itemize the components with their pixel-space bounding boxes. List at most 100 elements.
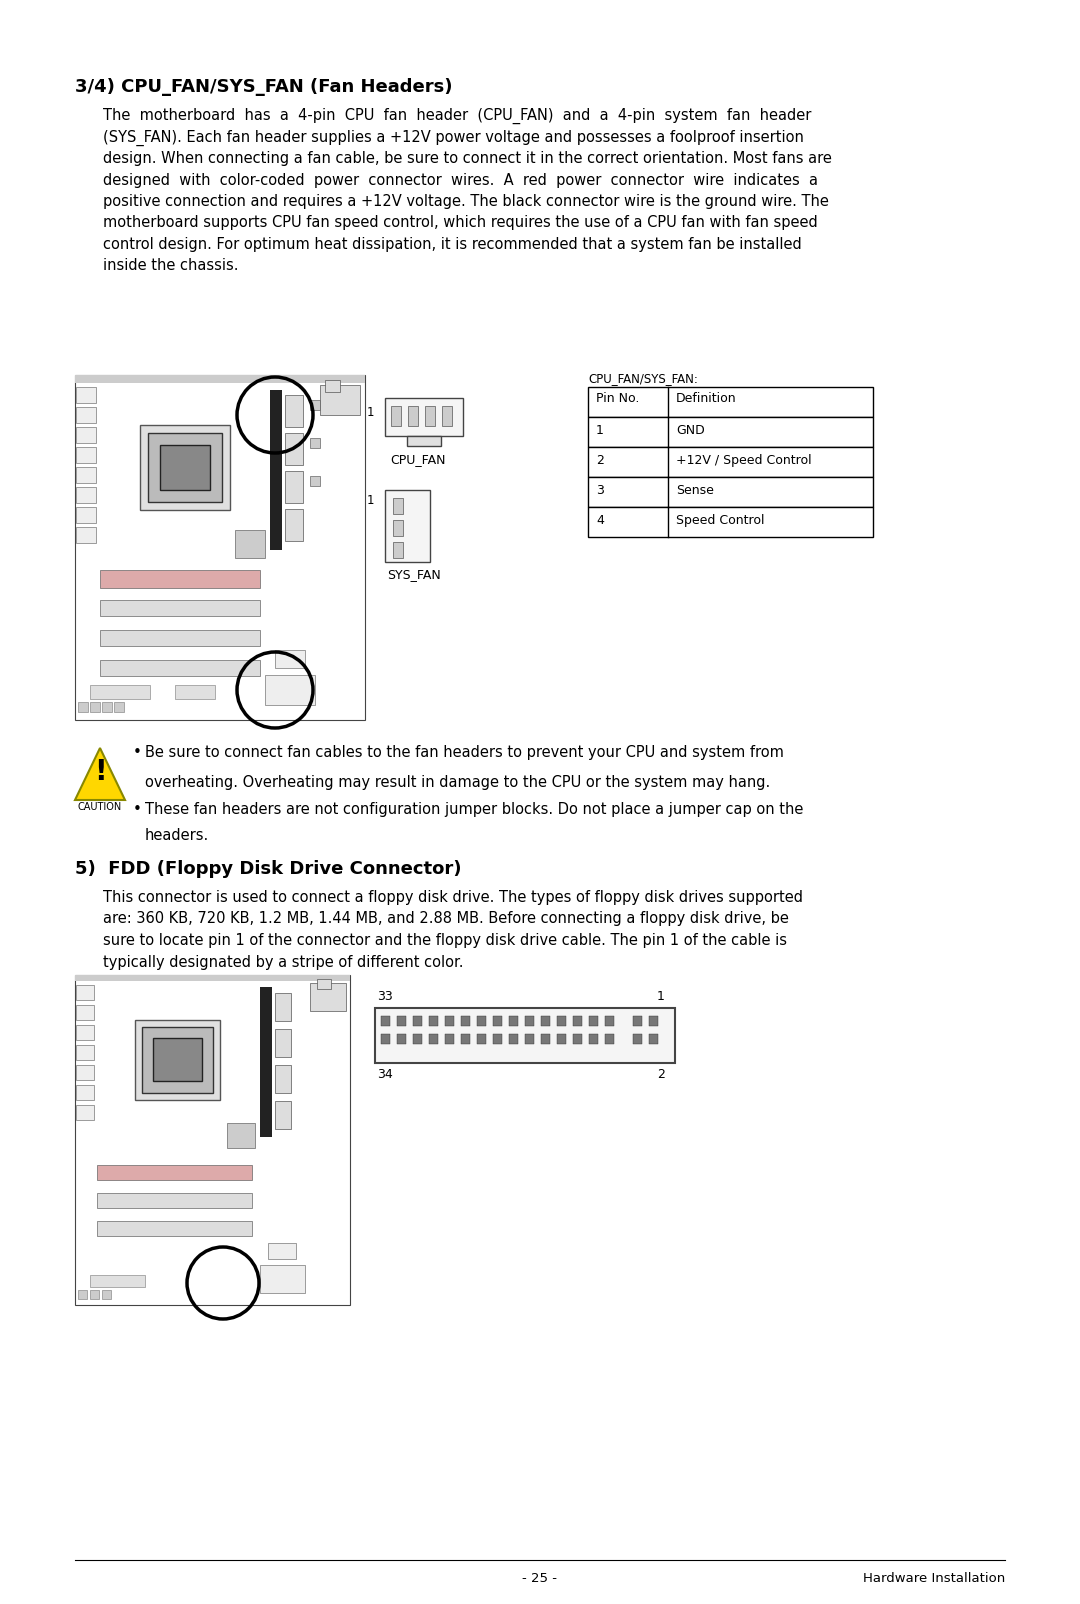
Bar xyxy=(477,1015,486,1027)
Bar xyxy=(509,1035,518,1044)
Bar xyxy=(429,1015,438,1027)
Bar xyxy=(285,472,303,504)
Text: This connector is used to connect a floppy disk drive. The types of floppy disk : This connector is used to connect a flop… xyxy=(103,890,804,905)
Bar xyxy=(318,978,330,990)
Bar xyxy=(381,1035,390,1044)
Bar xyxy=(270,390,282,550)
Bar xyxy=(285,395,303,427)
Bar xyxy=(557,1035,566,1044)
Polygon shape xyxy=(75,747,125,800)
Bar xyxy=(90,685,150,699)
Text: 1: 1 xyxy=(596,423,604,436)
Bar xyxy=(76,1065,94,1079)
Bar xyxy=(76,507,96,523)
Bar xyxy=(97,1221,252,1237)
Bar xyxy=(78,1290,87,1299)
Bar xyxy=(100,630,260,646)
Bar xyxy=(90,1290,99,1299)
Bar xyxy=(477,1035,486,1044)
Bar xyxy=(375,1007,675,1063)
Text: - 25 -: - 25 - xyxy=(523,1572,557,1585)
Bar xyxy=(393,542,403,558)
Text: overheating. Overheating may result in damage to the CPU or the system may hang.: overheating. Overheating may result in d… xyxy=(145,775,770,789)
Bar xyxy=(76,1105,94,1120)
Text: designed  with  color-coded  power  connector  wires.  A  red  power  connector : designed with color-coded power connecto… xyxy=(103,173,818,188)
Bar xyxy=(76,467,96,483)
Bar xyxy=(557,1015,566,1027)
Text: 3: 3 xyxy=(596,484,604,497)
Bar xyxy=(76,1044,94,1060)
Bar xyxy=(407,436,441,446)
Bar xyxy=(649,1035,658,1044)
Text: headers.: headers. xyxy=(145,828,210,842)
Bar xyxy=(393,520,403,536)
Bar xyxy=(102,703,112,712)
Bar xyxy=(76,1025,94,1039)
Text: Speed Control: Speed Control xyxy=(676,513,765,528)
Bar xyxy=(102,1290,111,1299)
Bar xyxy=(391,406,401,427)
Text: typically designated by a stripe of different color.: typically designated by a stripe of diff… xyxy=(103,954,463,969)
Text: SYS_FAN: SYS_FAN xyxy=(387,568,441,581)
Bar xyxy=(260,1266,305,1293)
Bar xyxy=(268,1243,296,1259)
Bar xyxy=(76,427,96,443)
Text: motherboard supports CPU fan speed control, which requires the use of a CPU fan : motherboard supports CPU fan speed contr… xyxy=(103,215,818,231)
Bar xyxy=(76,1084,94,1100)
Bar xyxy=(76,528,96,544)
Text: GND: GND xyxy=(676,423,705,436)
Bar xyxy=(588,476,873,507)
Bar xyxy=(235,529,265,558)
Bar xyxy=(76,448,96,464)
Bar xyxy=(76,1006,94,1020)
Text: The  motherboard  has  a  4-pin  CPU  fan  header  (CPU_FAN)  and  a  4-pin  sys: The motherboard has a 4-pin CPU fan head… xyxy=(103,107,811,124)
Bar xyxy=(381,1015,390,1027)
Bar xyxy=(397,1035,406,1044)
Bar xyxy=(541,1035,550,1044)
Bar xyxy=(310,983,346,1011)
Bar xyxy=(384,489,430,561)
Text: Be sure to connect fan cables to the fan headers to prevent your CPU and system : Be sure to connect fan cables to the fan… xyxy=(145,744,784,760)
Bar xyxy=(75,975,350,1306)
Bar xyxy=(525,1015,534,1027)
Bar xyxy=(97,1165,252,1181)
Bar xyxy=(90,1275,145,1286)
Bar xyxy=(461,1015,470,1027)
Bar xyxy=(100,600,260,616)
Bar xyxy=(285,508,303,541)
Bar xyxy=(442,406,453,427)
Bar xyxy=(633,1015,642,1027)
Bar xyxy=(75,375,365,720)
Bar xyxy=(426,406,435,427)
Bar xyxy=(573,1035,582,1044)
Text: CPU_FAN: CPU_FAN xyxy=(390,452,446,467)
Bar xyxy=(320,385,360,415)
Bar xyxy=(588,507,873,537)
Bar xyxy=(397,1015,406,1027)
Text: 34: 34 xyxy=(377,1068,393,1081)
Bar xyxy=(175,685,215,699)
Text: sure to locate pin 1 of the connector and the floppy disk drive cable. The pin 1: sure to locate pin 1 of the connector an… xyxy=(103,934,787,948)
Bar xyxy=(445,1035,454,1044)
Bar xyxy=(160,444,210,489)
Bar xyxy=(509,1015,518,1027)
Bar xyxy=(633,1035,642,1044)
Text: 1: 1 xyxy=(367,406,375,419)
Text: •: • xyxy=(133,744,141,760)
Bar xyxy=(588,417,873,448)
Bar xyxy=(275,1065,291,1092)
Bar xyxy=(588,448,873,476)
Bar xyxy=(90,703,100,712)
Text: +12V / Speed Control: +12V / Speed Control xyxy=(676,454,812,467)
Text: 1: 1 xyxy=(657,990,665,1002)
Bar xyxy=(275,1100,291,1129)
Bar xyxy=(310,476,320,486)
Bar xyxy=(141,1027,213,1092)
Text: CAUTION: CAUTION xyxy=(78,802,122,812)
Text: 2: 2 xyxy=(657,1068,665,1081)
Bar xyxy=(78,703,87,712)
Bar xyxy=(541,1015,550,1027)
Bar xyxy=(153,1038,202,1081)
Text: (SYS_FAN). Each fan header supplies a +12V power voltage and possesses a foolpro: (SYS_FAN). Each fan header supplies a +1… xyxy=(103,130,804,146)
Text: •: • xyxy=(133,802,141,816)
